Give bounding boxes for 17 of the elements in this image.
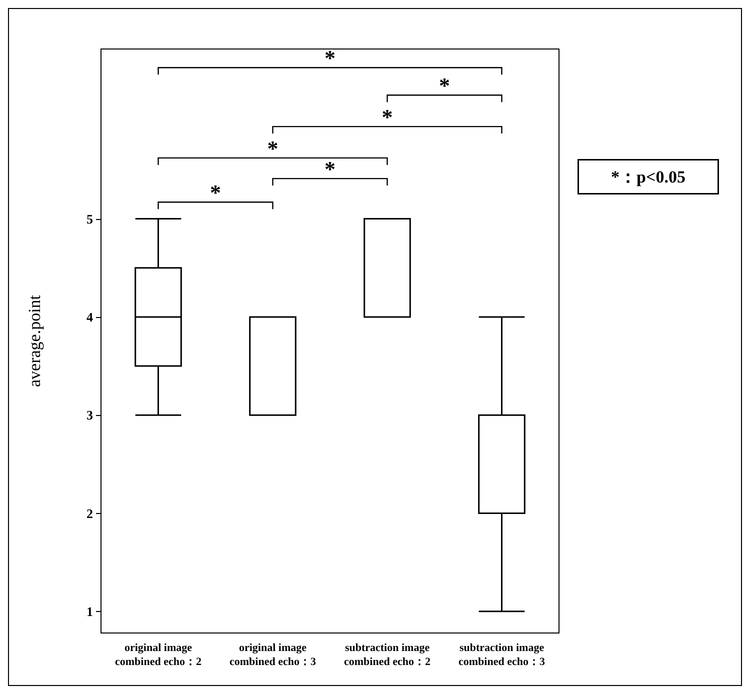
- y-tick-label: 4: [86, 309, 94, 324]
- y-tick-label: 1: [86, 604, 93, 619]
- x-tick-label: subtraction image combined echo：2: [344, 642, 431, 668]
- annotation: *: [382, 104, 393, 130]
- y-tick-label: 2: [86, 506, 93, 521]
- x-tick-label: original image combined echo：2: [115, 642, 202, 668]
- x-tick-label: original image combined echo：3: [230, 642, 316, 668]
- annotation: *: [324, 156, 336, 182]
- x-tick-label: subtraction image combined echo：3: [458, 642, 546, 668]
- annotation: *: [267, 136, 278, 161]
- annotation: *: [210, 180, 221, 206]
- y-axis-title: average.point: [25, 294, 44, 388]
- annotation: *: [324, 46, 336, 71]
- annotation: *: [439, 73, 450, 98]
- text: *：p<0.05: [611, 167, 686, 186]
- y-tick-label: 5: [86, 211, 94, 226]
- y-tick-label: 3: [86, 408, 94, 423]
